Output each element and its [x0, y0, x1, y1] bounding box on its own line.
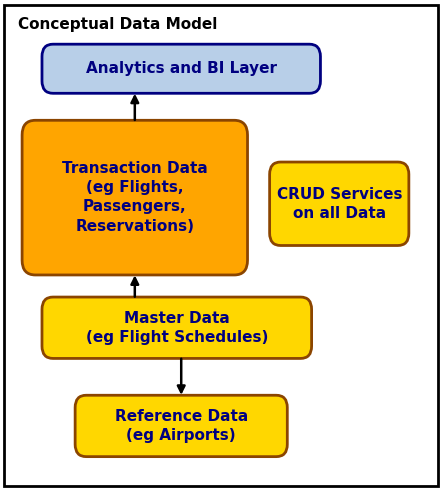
- Text: Conceptual Data Model: Conceptual Data Model: [18, 17, 217, 32]
- FancyBboxPatch shape: [42, 44, 320, 93]
- Text: Master Data
(eg Flight Schedules): Master Data (eg Flight Schedules): [86, 311, 268, 345]
- FancyBboxPatch shape: [42, 297, 312, 358]
- FancyBboxPatch shape: [22, 120, 248, 275]
- FancyBboxPatch shape: [75, 395, 287, 457]
- FancyBboxPatch shape: [270, 162, 409, 246]
- Text: Reference Data
(eg Airports): Reference Data (eg Airports): [114, 409, 248, 443]
- Text: Analytics and BI Layer: Analytics and BI Layer: [86, 61, 277, 76]
- FancyBboxPatch shape: [4, 5, 438, 486]
- Text: Transaction Data
(eg Flights,
Passengers,
Reservations): Transaction Data (eg Flights, Passengers…: [62, 161, 208, 234]
- Text: CRUD Services
on all Data: CRUD Services on all Data: [277, 187, 402, 221]
